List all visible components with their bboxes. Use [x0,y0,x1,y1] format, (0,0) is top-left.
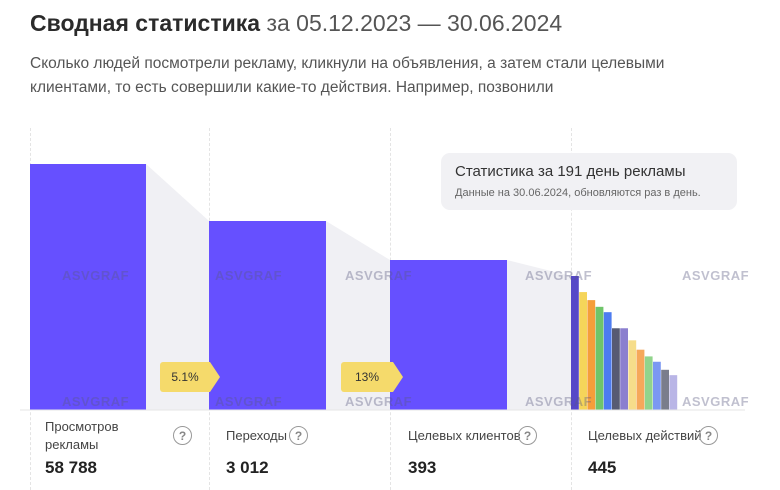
stat-label: Целевых действий [588,428,702,443]
funnel-bar-3[interactable] [390,260,507,410]
action-bar[interactable] [653,361,661,410]
action-bar[interactable] [612,328,620,410]
watermark: ASVGRAF [345,394,413,409]
stats-info-note: Данные на 30.06.2024, обновляются раз в … [455,187,701,199]
funnel-connector [146,164,209,410]
watermark: ASVGRAF [215,268,283,283]
action-bar[interactable] [644,356,653,410]
help-icon[interactable]: ? [699,426,718,445]
action-bar[interactable] [661,369,669,410]
stat-value: 58 788 [45,458,97,477]
watermark: ASVGRAF [62,394,130,409]
stat-label: Целевых клиентов [408,428,521,443]
action-bar[interactable] [571,276,579,410]
stat-label: Переходы [226,428,287,443]
page-description: Сколько людей посмотрели рекламу, кликну… [30,55,665,96]
stats-info-card: Статистика за 191 день рекламы Данные на… [441,153,737,210]
page-title-text: Сводная статистика [30,10,261,36]
watermark: ASVGRAF [525,268,593,283]
stat-views: Просмотров рекламы ? 58 788 [45,418,192,477]
stat-value: 3 012 [226,458,269,477]
stat-target-clients: Целевых клиентов ? 393 [408,418,537,477]
stat-value: 445 [588,458,617,477]
watermark: ASVGRAF [345,268,413,283]
stat-value: 393 [408,458,437,477]
help-icon[interactable]: ? [289,426,308,445]
watermark: ASVGRAF [682,394,750,409]
stat-clicks: Переходы ? 3 012 [226,418,308,477]
stat-target-actions: Целевых действий ? 445 [588,418,718,477]
action-bar[interactable] [636,349,645,410]
watermark: ASVGRAF [215,394,283,409]
action-bar[interactable] [579,292,587,410]
page-title: Сводная статистика за 05.12.2023 — 30.06… [30,10,562,37]
watermark: ASVGRAF [62,268,130,283]
help-icon[interactable]: ? [173,426,192,445]
funnel-bar-2[interactable] [209,221,326,410]
conversion-badge: 5.1% [160,362,220,392]
date-range[interactable]: за 05.12.2023 — 30.06.2024 [266,10,563,36]
stats-info-title: Статистика за 191 день рекламы [455,163,686,180]
help-icon[interactable]: ? [518,426,537,445]
action-bar[interactable] [587,300,596,410]
action-bar[interactable] [620,328,628,410]
stat-label: Просмотров рекламы [45,419,119,452]
funnel-bar-1[interactable] [30,164,146,410]
watermark: ASVGRAF [682,268,750,283]
funnel-connector [507,260,571,410]
watermark: ASVGRAF [525,394,593,409]
action-bar[interactable] [595,306,604,410]
action-bar[interactable] [669,375,678,410]
conversion-badge: 13% [341,362,403,392]
action-bar[interactable] [603,312,612,410]
action-bar[interactable] [628,340,637,410]
